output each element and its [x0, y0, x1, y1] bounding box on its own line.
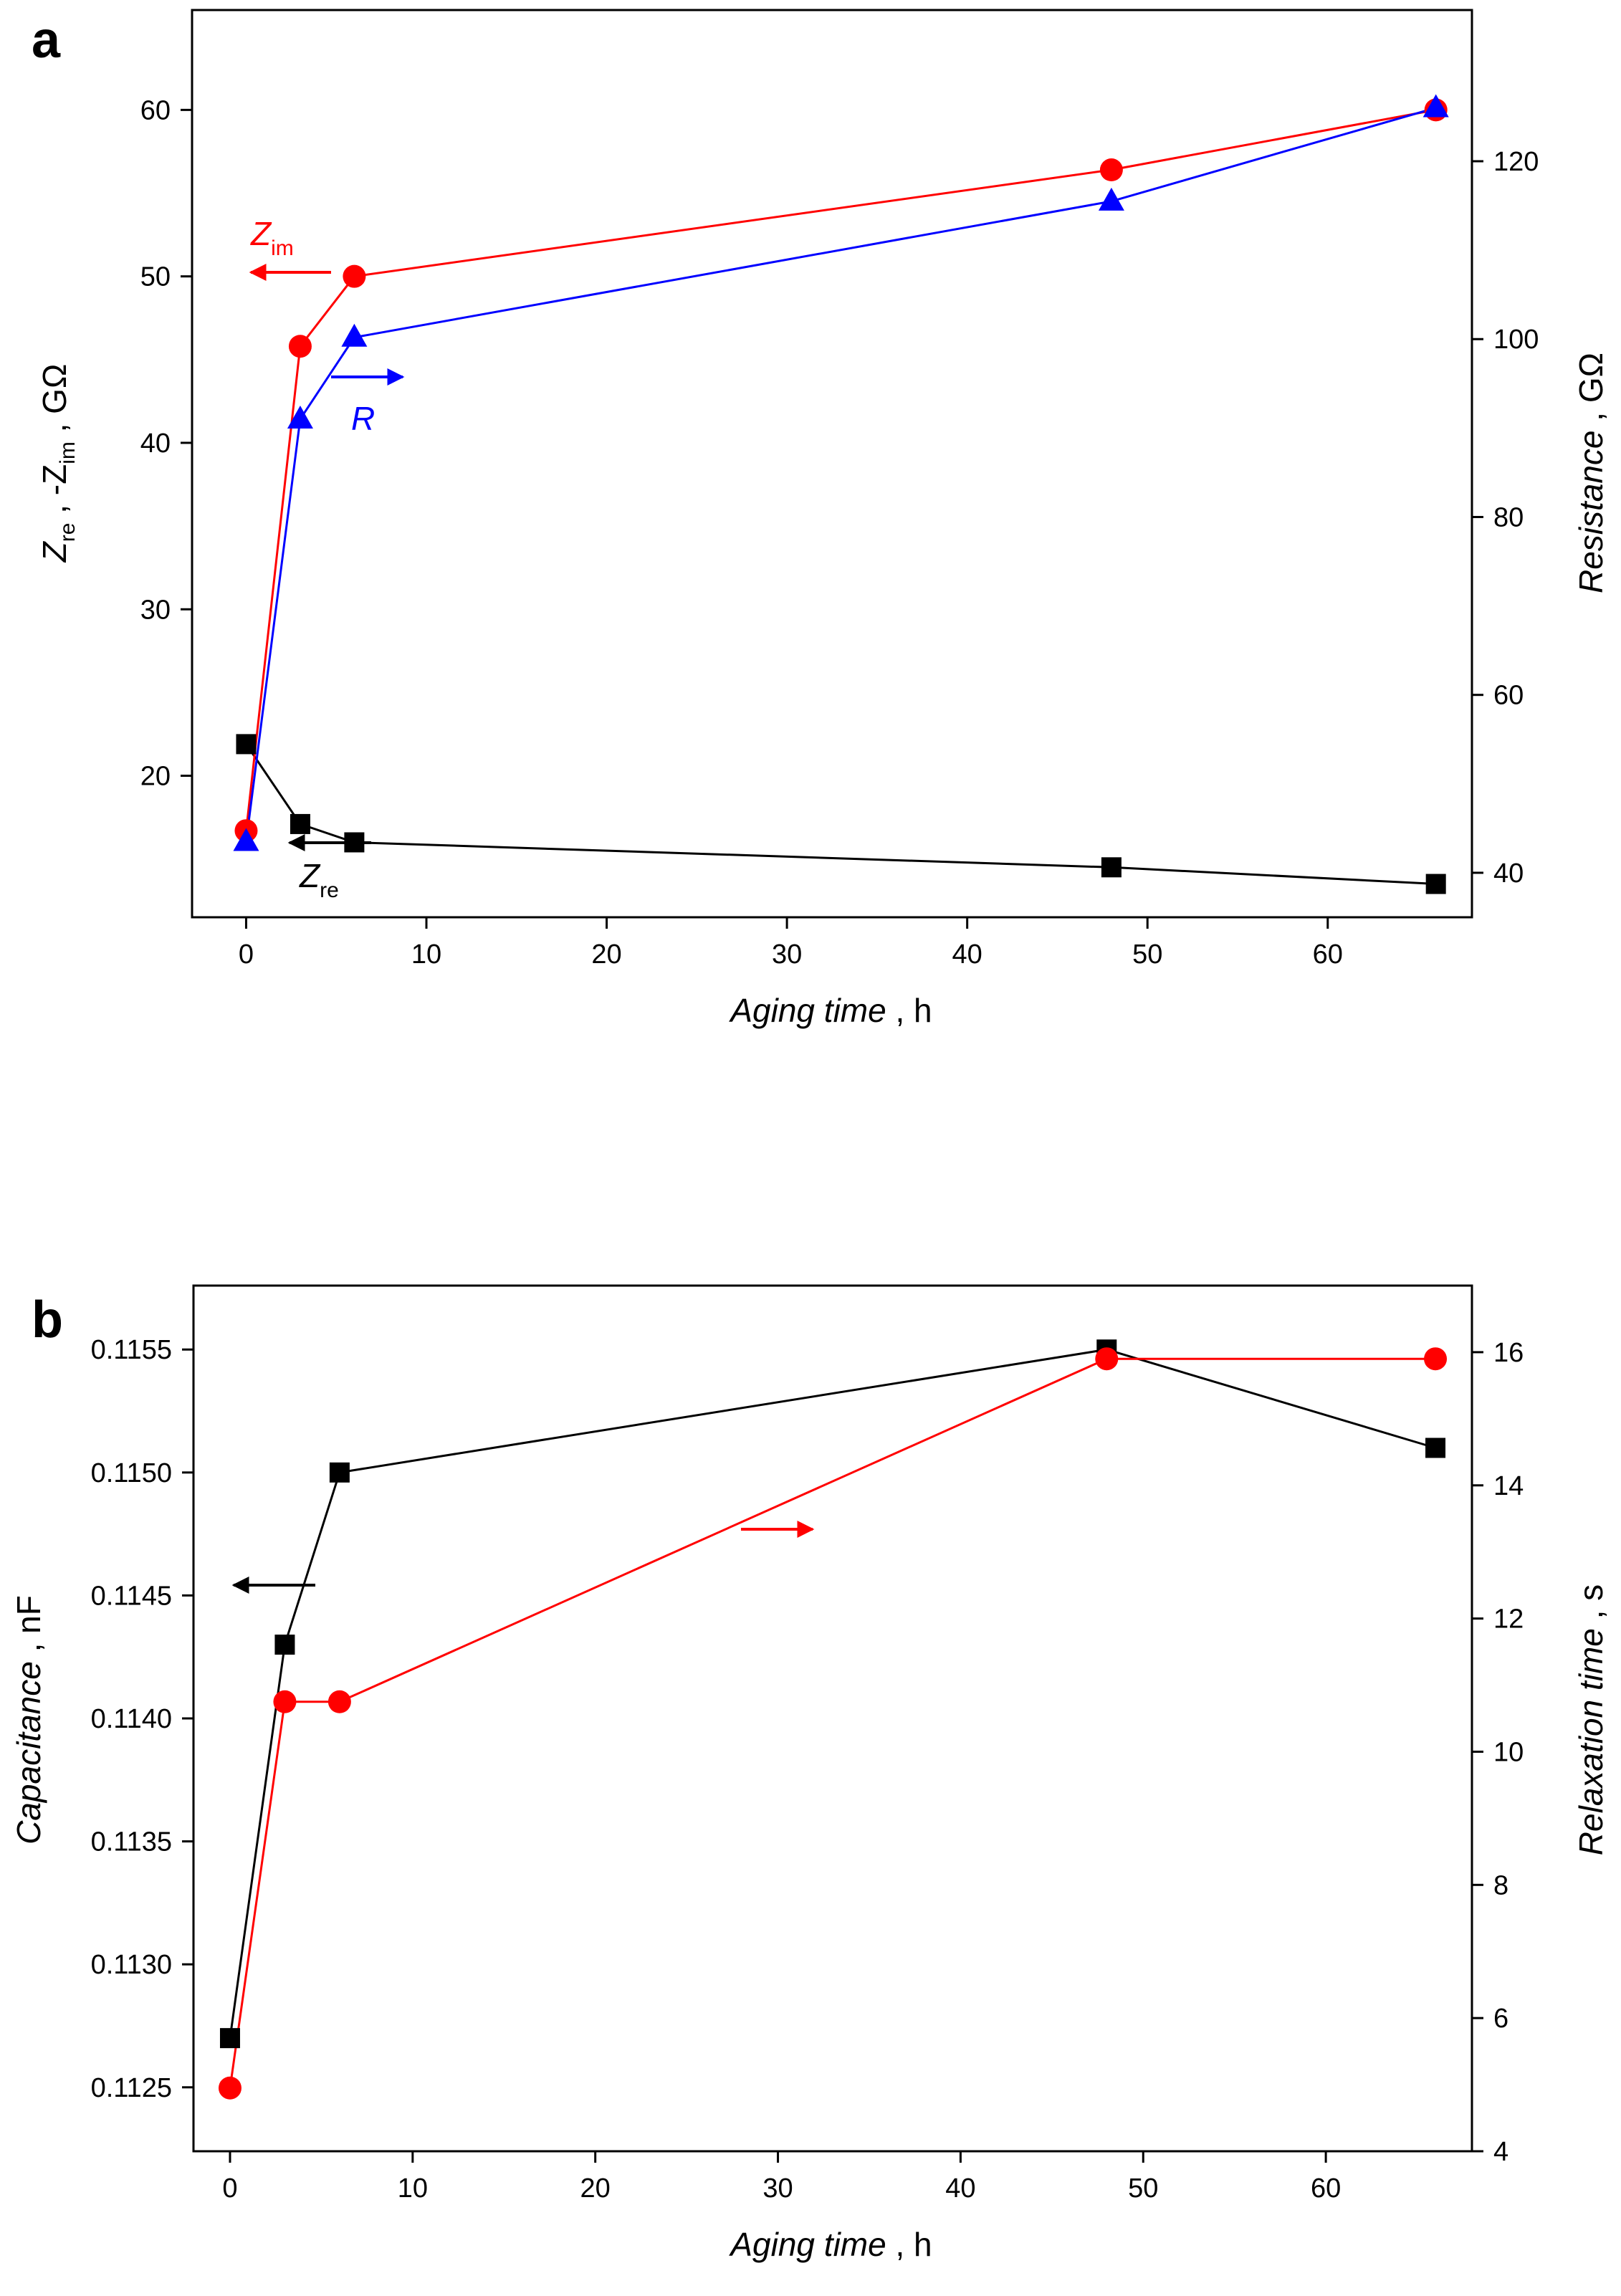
data-point-zre	[1101, 857, 1122, 878]
panel-a-frame	[191, 9, 1473, 919]
data-point-zim	[343, 264, 366, 288]
left-y-tick-label: 0.1135	[91, 1827, 172, 1857]
x-tick-label: 0	[222, 2173, 237, 2204]
panel-b-ticks: 0 10 20 30 40 50 60 0.1125 0.1130 0.1135 0.1140 0.1…	[91, 1335, 1524, 2204]
left-y-tick-label: 0.1150	[91, 1458, 172, 1488]
right-y-tick-label: 10	[1493, 1737, 1524, 1767]
data-point-relaxation-time	[273, 1690, 297, 1713]
panel-a-chart: a 0 10 20 30 40 50 60 20 30 40 50 60 40 60 80 100 120 Ag…	[32, 9, 1610, 1029]
annotation-zre: Zre	[287, 834, 371, 902]
panel-b-chart: b 0 10 20 30 40 50 600.11250.11300.11350.11400…	[10, 1284, 1610, 2263]
x-tick-label: 40	[952, 939, 982, 970]
left-y-tick-label: 0.1140	[91, 1704, 172, 1734]
right-y-tick-label: 8	[1493, 1870, 1508, 1900]
series-line-capacitance	[229, 1348, 1436, 2039]
x-tick-label: 50	[1132, 939, 1162, 970]
data-point-capacitance	[219, 2028, 240, 2049]
right-y-tick-label: 6	[1493, 2004, 1508, 2034]
right-y-tick-label: 120	[1493, 147, 1539, 177]
right-y-tick-label: 40	[1493, 858, 1524, 889]
panel-a-series-lines	[245, 107, 1437, 885]
right-y-tick-label: 4	[1493, 2137, 1508, 2167]
left-y-tick-label: 50	[140, 262, 171, 292]
x-tick-label: 50	[1128, 2173, 1158, 2204]
panel-b-left-axis-title: Capacitance , nF	[10, 1595, 47, 1845]
left-y-tick-label: 0.1125	[91, 2073, 172, 2103]
data-point-zre	[1425, 874, 1446, 894]
panel-a-x-axis-title: Aging time , h	[728, 992, 932, 1029]
annotation-r: R	[331, 368, 405, 437]
panel-a-left-axis-title: Zre , -Zim , GΩ	[36, 364, 80, 563]
x-tick-label: 30	[762, 2173, 793, 2204]
data-point-zim	[288, 335, 312, 358]
x-tick-label: 60	[1313, 939, 1343, 970]
left-y-tick-label: 40	[140, 429, 171, 459]
panel-a-right-axis-title: Resistance , GΩ	[1572, 353, 1610, 593]
annotation-zim: Zim	[249, 215, 331, 281]
data-point-relaxation-time	[218, 2076, 242, 2100]
data-point-zre	[290, 813, 310, 834]
x-tick-label: 20	[580, 2173, 611, 2204]
left-y-tick-label: 0.1130	[91, 1950, 172, 1980]
data-point-zre	[236, 734, 257, 755]
left-y-tick-label: 60	[140, 95, 171, 125]
annotation-zim-text: Zim	[250, 215, 294, 260]
data-point-r	[287, 405, 313, 429]
x-tick-label: 40	[945, 2173, 975, 2204]
data-point-capacitance	[1425, 1438, 1446, 1458]
right-y-tick-label: 14	[1493, 1471, 1524, 1501]
data-point-relaxation-time	[327, 1690, 351, 1713]
panel-a-label: a	[32, 11, 61, 69]
series-line-zim	[245, 108, 1436, 831]
x-tick-label: 10	[398, 2173, 428, 2204]
panel-b-markers	[218, 1339, 1448, 2100]
right-y-tick-label: 60	[1493, 681, 1524, 711]
data-point-r	[1098, 187, 1124, 211]
data-point-relaxation-time	[1095, 1347, 1119, 1371]
data-point-capacitance	[274, 1635, 295, 1655]
series-line-zre	[245, 743, 1436, 885]
x-tick-label: 0	[239, 939, 254, 970]
data-point-zim	[1099, 158, 1123, 182]
right-y-tick-label: 16	[1493, 1338, 1524, 1368]
data-point-r	[233, 828, 259, 851]
left-y-tick-label: 20	[140, 762, 171, 792]
panel-b-label: b	[32, 1291, 63, 1349]
panel-a-ticks: 0 10 20 30 40 50 60 20 30 40 50 60 40 60 80 100 120	[140, 95, 1539, 970]
panel-b-frame	[192, 1284, 1473, 2153]
panel-b-x-axis-title: Aging time , h	[728, 2226, 932, 2263]
data-point-relaxation-time	[1424, 1347, 1448, 1371]
data-point-r	[1422, 94, 1449, 118]
x-tick-label: 60	[1311, 2173, 1341, 2204]
right-y-tick-label: 100	[1493, 325, 1539, 355]
data-point-r	[341, 323, 368, 347]
x-tick-label: 10	[411, 939, 441, 970]
annotation-zre-text: Zre	[299, 857, 339, 902]
panel-a-markers	[233, 94, 1449, 894]
annotation-r-text: R	[351, 400, 375, 437]
right-y-tick-label: 80	[1493, 502, 1524, 532]
x-tick-label: 20	[591, 939, 621, 970]
left-y-tick-label: 30	[140, 595, 171, 625]
x-tick-label: 30	[772, 939, 802, 970]
series-line-r	[245, 107, 1437, 842]
right-y-tick-label: 12	[1493, 1604, 1524, 1635]
data-point-capacitance	[329, 1462, 350, 1483]
panel-b-series-lines	[229, 1348, 1436, 2088]
series-line-relaxation-time	[229, 1357, 1435, 2088]
left-y-tick-label: 0.1145	[91, 1581, 172, 1611]
panel-b-right-axis-title: Relaxation time , s	[1572, 1584, 1610, 1855]
left-y-tick-label: 0.1155	[91, 1335, 172, 1365]
